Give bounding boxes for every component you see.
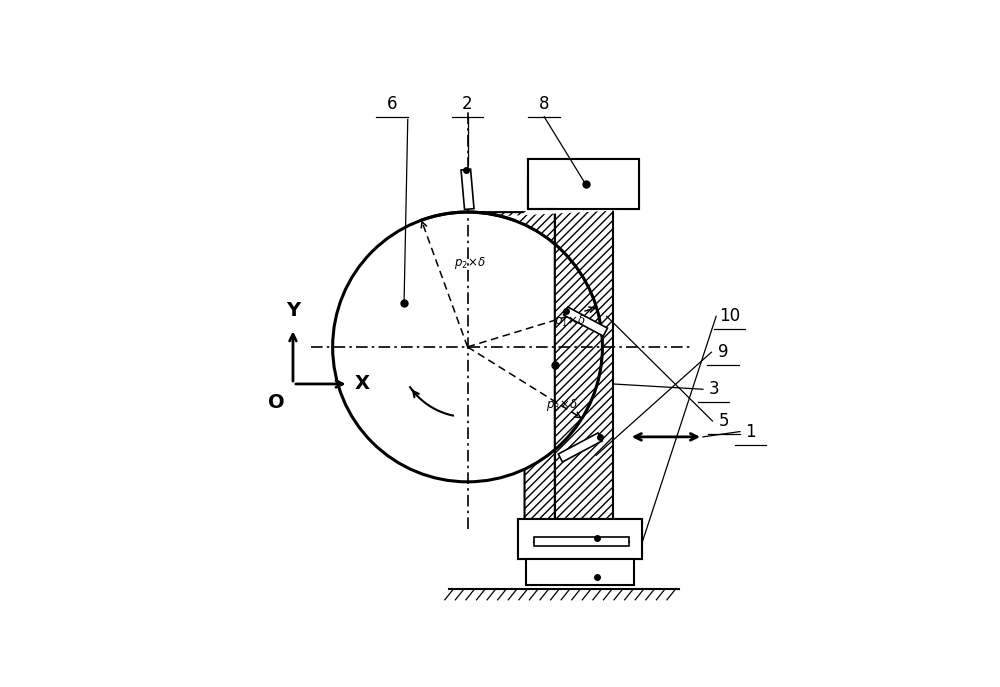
Text: 10: 10 <box>719 307 740 325</box>
Text: $p_3\!\times\!\delta$: $p_3\!\times\!\delta$ <box>546 397 578 414</box>
Text: 2: 2 <box>462 95 473 113</box>
Polygon shape <box>564 307 607 336</box>
Text: O: O <box>268 394 285 412</box>
Text: 8: 8 <box>539 95 549 113</box>
Text: X: X <box>355 374 370 394</box>
Bar <box>526 559 634 585</box>
Bar <box>518 519 642 559</box>
Polygon shape <box>558 433 602 462</box>
Text: 1: 1 <box>745 423 756 440</box>
Polygon shape <box>461 169 474 210</box>
Text: $p_1\!\times\!\delta$: $p_1\!\times\!\delta$ <box>554 313 586 329</box>
Polygon shape <box>472 212 602 530</box>
Text: Y: Y <box>286 302 300 320</box>
Bar <box>534 537 629 546</box>
Polygon shape <box>421 159 639 220</box>
Text: 5: 5 <box>719 412 729 430</box>
Bar <box>555 178 613 530</box>
Bar <box>518 519 642 559</box>
Text: 6: 6 <box>387 95 397 113</box>
Bar <box>528 159 639 210</box>
Bar <box>528 178 555 210</box>
Text: 3: 3 <box>708 380 719 398</box>
Text: 9: 9 <box>718 344 728 361</box>
Text: $p_2\!\times\!\delta$: $p_2\!\times\!\delta$ <box>454 255 486 271</box>
